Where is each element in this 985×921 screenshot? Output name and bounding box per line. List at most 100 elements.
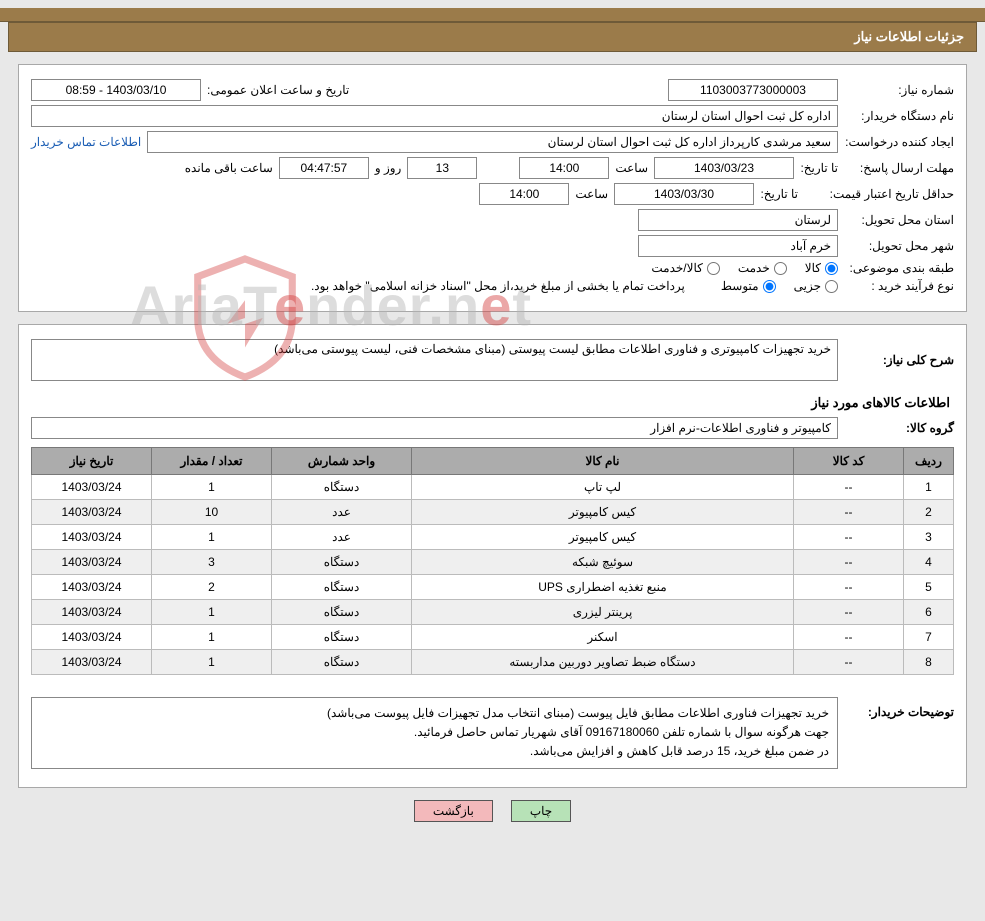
- province-field[interactable]: [638, 209, 838, 231]
- buyer-org-label: نام دستگاه خریدار:: [844, 109, 954, 123]
- table-cell: --: [794, 475, 904, 500]
- need-no-field[interactable]: [668, 79, 838, 101]
- days-and-label: روز و: [375, 161, 402, 175]
- cat-goods-service-radio[interactable]: کالا/خدمت: [651, 261, 719, 275]
- requester-label: ایجاد کننده درخواست:: [844, 135, 954, 149]
- th-code: کد کالا: [794, 448, 904, 475]
- table-cell: --: [794, 650, 904, 675]
- table-cell: عدد: [272, 500, 412, 525]
- table-cell: دستگاه: [272, 600, 412, 625]
- th-unit: واحد شمارش: [272, 448, 412, 475]
- table-cell: 1: [152, 475, 272, 500]
- to-date-label-2: تا تاریخ:: [760, 187, 798, 201]
- process-note: پرداخت تمام یا بخشی از مبلغ خرید،از محل …: [311, 279, 685, 293]
- back-button[interactable]: بازگشت: [414, 800, 493, 822]
- items-panel: شرح کلی نیاز: اطلاعات کالاهای مورد نیاز …: [18, 324, 967, 788]
- th-name: نام کالا: [412, 448, 794, 475]
- th-date: تاریخ نیاز: [32, 448, 152, 475]
- desc-line-3: در ضمن مبلغ خرید، 15 درصد قابل کاهش و اف…: [40, 742, 829, 761]
- proc-medium-radio[interactable]: متوسط: [721, 279, 776, 293]
- announce-field[interactable]: [31, 79, 201, 101]
- table-row: 1--لپ تاپدستگاه11403/03/24: [32, 475, 954, 500]
- city-field[interactable]: [638, 235, 838, 257]
- buyer-org-field[interactable]: [31, 105, 838, 127]
- need-no-label: شماره نیاز:: [844, 83, 954, 97]
- table-cell: دستگاه ضبط تصاویر دوربین مداربسته: [412, 650, 794, 675]
- table-cell: 1403/03/24: [32, 475, 152, 500]
- deadline-label: مهلت ارسال پاسخ:: [844, 161, 954, 175]
- table-cell: 1: [152, 650, 272, 675]
- table-cell: 1403/03/24: [32, 625, 152, 650]
- table-cell: 3: [152, 550, 272, 575]
- contact-link[interactable]: اطلاعات تماس خریدار: [31, 135, 141, 149]
- table-cell: 8: [904, 650, 954, 675]
- table-cell: دستگاه: [272, 550, 412, 575]
- requester-field[interactable]: [147, 131, 838, 153]
- info-panel: شماره نیاز: تاریخ و ساعت اعلان عمومی: نا…: [18, 64, 967, 312]
- print-button[interactable]: چاپ: [511, 800, 571, 822]
- table-cell: لپ تاپ: [412, 475, 794, 500]
- table-row: 8--دستگاه ضبط تصاویر دوربین مداربستهدستگ…: [32, 650, 954, 675]
- table-cell: 6: [904, 600, 954, 625]
- deadline-date-field[interactable]: [654, 157, 794, 179]
- table-cell: 1403/03/24: [32, 500, 152, 525]
- table-cell: دستگاه: [272, 650, 412, 675]
- table-cell: 1: [152, 525, 272, 550]
- proc-partial-radio[interactable]: جزیی: [794, 279, 838, 293]
- top-stripe: [0, 8, 985, 22]
- desc-line-1: خرید تجهیزات فناوری اطلاعات مطابق فایل پ…: [40, 704, 829, 723]
- table-cell: دستگاه: [272, 575, 412, 600]
- validity-time-field[interactable]: [479, 183, 569, 205]
- table-row: 4--سوئیچ شبکهدستگاه31403/03/24: [32, 550, 954, 575]
- countdown-field[interactable]: [279, 157, 369, 179]
- remaining-label: ساعت باقی مانده: [185, 161, 273, 175]
- group-field[interactable]: [31, 417, 838, 439]
- validity-date-field[interactable]: [614, 183, 754, 205]
- table-cell: --: [794, 625, 904, 650]
- button-row: چاپ بازگشت: [0, 788, 985, 840]
- table-cell: 3: [904, 525, 954, 550]
- table-cell: کیس کامپیوتر: [412, 525, 794, 550]
- table-cell: دستگاه: [272, 625, 412, 650]
- table-cell: 1: [152, 625, 272, 650]
- items-table: ردیف کد کالا نام کالا واحد شمارش تعداد /…: [31, 447, 954, 675]
- group-label: گروه کالا:: [844, 421, 954, 435]
- table-cell: 10: [152, 500, 272, 525]
- table-row: 5--منبع تغذیه اضطراری UPSدستگاه21403/03/…: [32, 575, 954, 600]
- table-cell: --: [794, 550, 904, 575]
- cat-service-radio[interactable]: خدمت: [738, 261, 787, 275]
- table-cell: --: [794, 575, 904, 600]
- table-cell: 1403/03/24: [32, 575, 152, 600]
- desc-label: توضیحات خریدار:: [844, 687, 954, 719]
- table-cell: پرینتر لیزری: [412, 600, 794, 625]
- desc-box: خرید تجهیزات فناوری اطلاعات مطابق فایل پ…: [31, 697, 838, 769]
- items-heading: اطلاعات کالاهای مورد نیاز: [35, 395, 950, 411]
- table-cell: 1403/03/24: [32, 550, 152, 575]
- days-field[interactable]: [407, 157, 477, 179]
- deadline-time-field[interactable]: [519, 157, 609, 179]
- to-date-label: تا تاریخ:: [800, 161, 838, 175]
- table-cell: 1403/03/24: [32, 600, 152, 625]
- table-cell: دستگاه: [272, 475, 412, 500]
- table-row: 2--کیس کامپیوترعدد101403/03/24: [32, 500, 954, 525]
- table-cell: --: [794, 525, 904, 550]
- category-radio-group: کالا خدمت کالا/خدمت: [651, 261, 838, 275]
- table-cell: منبع تغذیه اضطراری UPS: [412, 575, 794, 600]
- table-cell: 2: [904, 500, 954, 525]
- table-cell: کیس کامپیوتر: [412, 500, 794, 525]
- table-row: 3--کیس کامپیوترعدد11403/03/24: [32, 525, 954, 550]
- announce-label: تاریخ و ساعت اعلان عمومی:: [207, 83, 349, 97]
- process-label: نوع فرآیند خرید :: [844, 279, 954, 293]
- validity-label: حداقل تاریخ اعتبار قیمت:: [804, 187, 954, 201]
- province-label: استان محل تحویل:: [844, 213, 954, 227]
- summary-field[interactable]: [31, 339, 838, 381]
- table-cell: 1: [152, 600, 272, 625]
- table-row: 7--اسکنردستگاه11403/03/24: [32, 625, 954, 650]
- th-qty: تعداد / مقدار: [152, 448, 272, 475]
- cat-goods-radio[interactable]: کالا: [805, 261, 838, 275]
- table-cell: --: [794, 600, 904, 625]
- table-cell: سوئیچ شبکه: [412, 550, 794, 575]
- th-row: ردیف: [904, 448, 954, 475]
- table-cell: 4: [904, 550, 954, 575]
- title-bar: جزئیات اطلاعات نیاز: [8, 22, 977, 52]
